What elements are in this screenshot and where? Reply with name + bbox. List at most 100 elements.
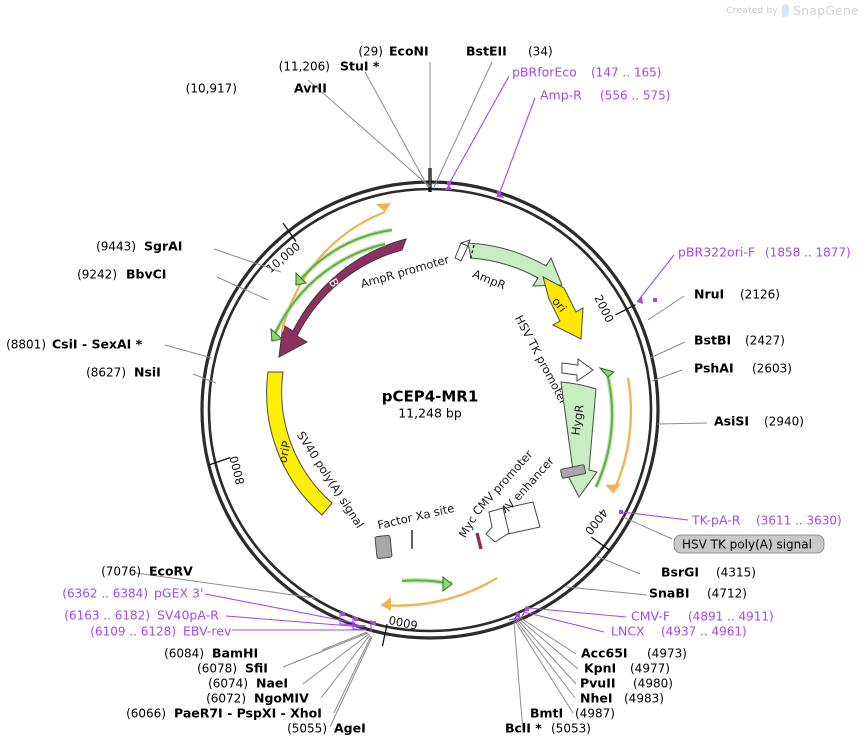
label-sgrai-pos: (9443) [96, 240, 136, 254]
label-bbvci-pos: (9242) [77, 268, 117, 282]
label-bstbi-pos: (2427) [745, 334, 785, 348]
label-group-bottom-right: Acc65I (4973) KpnI (4977) PvuII (4980) N… [505, 646, 687, 736]
label-bclii-name: BclI * [505, 721, 542, 736]
label-ngomiv[interactable]: (6072) NgoMIV [206, 691, 309, 706]
label-bmti-pos: (4987) [575, 707, 615, 721]
label-acc65i[interactable]: Acc65I (4973) [581, 646, 687, 661]
label-csii-sexai-name: CsiI - SexAI * [52, 337, 143, 352]
label-bsrgi[interactable]: BsrGI (4315) [661, 565, 756, 580]
label-agei[interactable]: (5055) AgeI [287, 721, 366, 736]
tick-label-8000: 8000 [227, 454, 248, 486]
label-asisi-name: AsiSI [714, 414, 749, 429]
label-lncx-name: LNCX [611, 624, 645, 639]
label-avrii-pos: (10,917) [186, 82, 237, 96]
label-econi-name: EcoNI [389, 44, 429, 59]
label-bstell[interactable]: BstEII (34) [466, 44, 553, 59]
label-pbrforeco[interactable]: pBRforEco (147 .. 165) [512, 65, 661, 80]
label-nhei-pos: (4983) [624, 692, 664, 706]
label-ebv-rev-pos: (6109 .. 6128) [90, 625, 176, 639]
label-naei-pos: (6074) [208, 677, 248, 691]
feature-ori[interactable]: ori [542, 276, 584, 340]
label-pvuii-name: PvuII [580, 676, 616, 691]
primer-arc-ebna-fwd [269, 241, 386, 342]
label-nhei-name: NheI [580, 691, 613, 706]
label-sfii[interactable]: (6078) SfiI [197, 661, 268, 676]
label-bamhi[interactable]: (6084) BamHI [164, 646, 258, 661]
label-asisi[interactable]: AsiSI (2940) [714, 414, 804, 429]
label-econi[interactable]: (29) EcoNI [358, 44, 428, 59]
label-nrui[interactable]: NruI (2126) [694, 287, 780, 302]
label-sfii-name: SfiI [245, 661, 268, 676]
label-pbr322ori-f[interactable]: pBR322ori-F (1858 .. 1877) [678, 245, 851, 260]
label-pbr322ori-f-pos: (1858 .. 1877) [765, 246, 851, 260]
plasmid-center-label: pCEP4-MR1 11,248 bp [382, 388, 479, 421]
label-agei-name: AgeI [334, 721, 366, 736]
label-bmti[interactable]: BmtI (4987) [530, 706, 615, 721]
label-pshai-pos: (2603) [752, 362, 792, 376]
label-bbvci-name: BbvCI [126, 267, 166, 282]
label-group-right: pBR322ori-F (1858 .. 1877) NruI (2126) B… [611, 245, 851, 639]
label-stui[interactable]: (11,206) StuI * [279, 59, 380, 74]
label-ecorv-name: EcoRV [149, 564, 193, 579]
label-pshai[interactable]: PshAI (2603) [694, 361, 792, 376]
label-acc65i-name: Acc65I [581, 646, 628, 661]
label-bbvci[interactable]: (9242) BbvCI [77, 267, 166, 282]
label-pgex-3prime-name: pGEX 3' [154, 586, 203, 601]
label-naei[interactable]: (6074) NaeI [208, 676, 288, 691]
feature-hsv-tk-polya-signal[interactable] [560, 464, 586, 479]
label-cmv-f-name: CMV-F [631, 609, 670, 624]
feature-label-myc: Myc [456, 513, 480, 540]
label-amp-r[interactable]: Amp-R (556 .. 575) [540, 88, 670, 103]
feature-orip[interactable]: oriP [266, 371, 333, 516]
label-bamhi-pos: (6084) [164, 647, 204, 661]
label-bstbi[interactable]: BstBI (2427) [694, 333, 785, 348]
label-sgrai-name: SgrAI [144, 239, 182, 254]
feature-label-ampr: AmpR [471, 267, 508, 293]
label-group-bottom-left: (7076) EcoRV (6362 .. 6384) pGEX 3' (616… [62, 564, 365, 736]
label-ebv-rev[interactable]: (6109 .. 6128) EBV-rev [90, 624, 232, 639]
feature-hygr[interactable]: HygR [560, 381, 598, 498]
label-cmv-f[interactable]: CMV-F (4891 .. 4911) [631, 609, 774, 624]
label-nsii[interactable]: (8627) NsiI [86, 365, 161, 380]
label-csii-sexai[interactable]: (8801) CsiI - SexAI * [6, 337, 143, 352]
feature-myc[interactable]: Myc [456, 513, 483, 550]
label-ecorv[interactable]: (7076) EcoRV [101, 564, 193, 579]
label-bstell-pos: (34) [528, 45, 553, 59]
label-nrui-name: NruI [694, 287, 724, 302]
label-stui-pos: (11,206) [279, 60, 330, 74]
label-tk-pa-r[interactable]: TK-pA-R (3611 .. 3630) [691, 513, 842, 528]
watermark-brand: SnapGene [792, 3, 859, 18]
label-bsrgi-pos: (4315) [716, 566, 756, 580]
mcs-primer-brackets-right [508, 605, 528, 622]
label-avrii-name: AvrII [294, 81, 327, 96]
label-kpni[interactable]: KpnI (4977) [584, 661, 670, 676]
label-sfii-pos: (6078) [197, 662, 237, 676]
label-sv40pa-r[interactable]: (6163 .. 6182) SV40pA-R [64, 608, 219, 623]
label-pshai-name: PshAI [694, 361, 734, 376]
primer-arc-bottom-orange [380, 576, 498, 611]
label-nhei[interactable]: NheI (4983) [580, 691, 664, 706]
label-sv40pa-r-name: SV40pA-R [157, 608, 219, 623]
tick-label-6000: 6000 [387, 613, 419, 633]
label-snabi[interactable]: SnaBI (4712) [649, 586, 747, 601]
label-naei-name: NaeI [256, 676, 288, 691]
label-kpni-pos: (4977) [630, 662, 670, 676]
label-bclii[interactable]: BclI * (5053) [505, 721, 591, 736]
label-pgex-3prime[interactable]: (6362 .. 6384) pGEX 3' [62, 586, 203, 601]
label-sgrai[interactable]: (9443) SgrAI [96, 239, 182, 254]
label-bstbi-name: BstBI [694, 333, 731, 348]
leader-lines [135, 61, 708, 733]
label-amp-r-pos: (556 .. 575) [600, 89, 670, 103]
label-paer7i-pspxi-xhoi-name: PaeR7I - PspXI - XhoI [174, 706, 322, 721]
label-econi-pos: (29) [358, 45, 383, 59]
primer-arc-tk-pa-r [593, 367, 616, 488]
label-pbr322ori-f-name: pBR322ori-F [678, 245, 755, 260]
label-paer7i-pspxi-xhoi[interactable]: (6066) PaeR7I - PspXI - XhoI [126, 706, 322, 721]
boxed-label-hsv-tk-polya-signal[interactable]: HSV TK poly(A) signal [673, 534, 825, 554]
label-lncx[interactable]: LNCX (4937 .. 4961) [611, 624, 747, 639]
label-pvuii[interactable]: PvuII (4980) [580, 676, 673, 691]
label-bmti-name: BmtI [530, 706, 563, 721]
label-bamhi-name: BamHI [212, 646, 258, 661]
label-avrii[interactable]: (10,917) AvrII [186, 81, 327, 96]
